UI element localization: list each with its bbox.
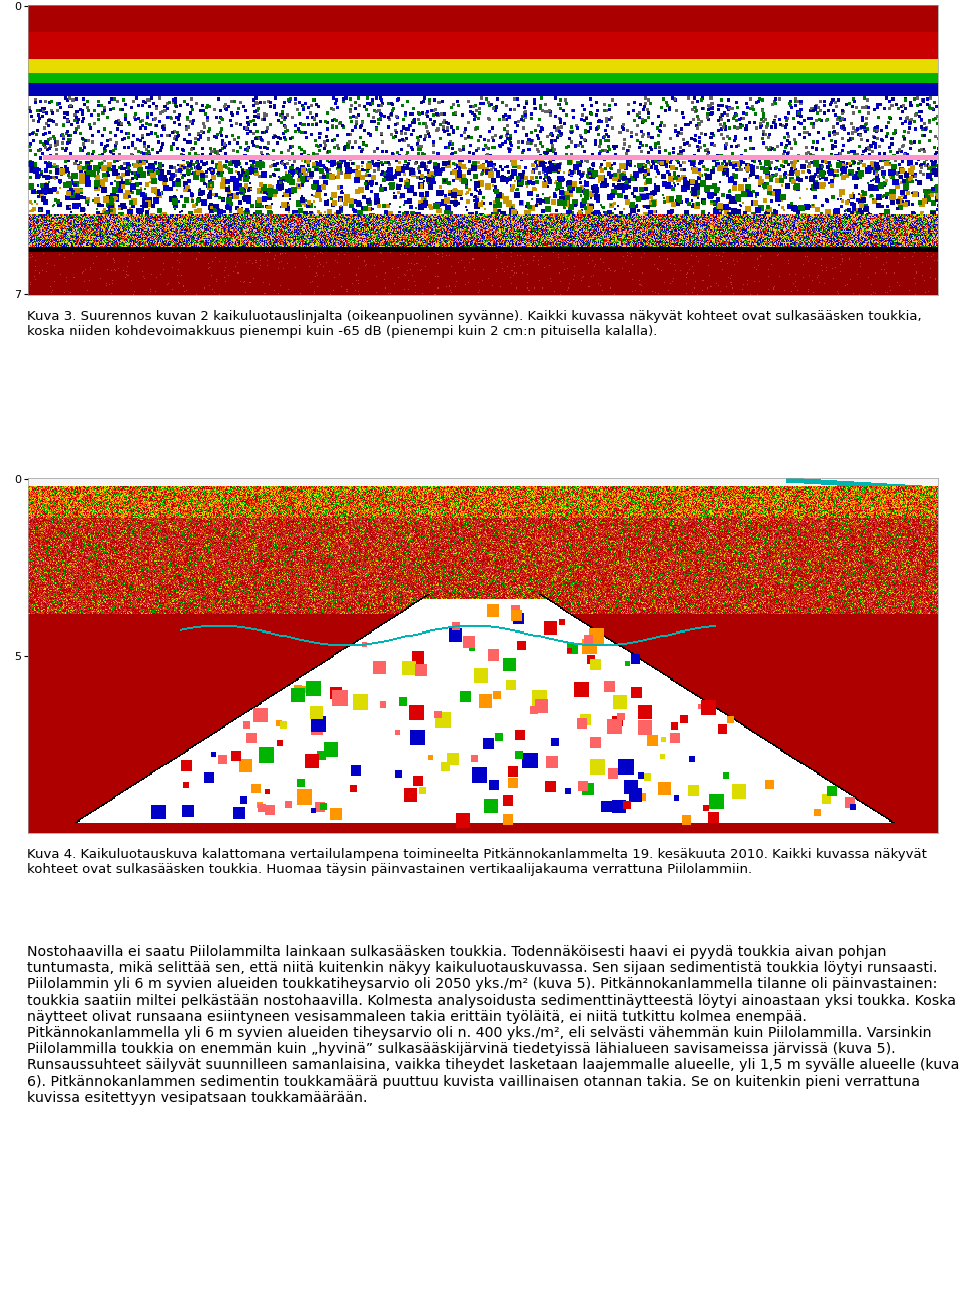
Text: Kuva 4. Kaikuluotauskuva kalattomana vertailulampena toimineelta Pitkännokanlamm: Kuva 4. Kaikuluotauskuva kalattomana ver… [27,848,926,876]
Text: Kuva 3. Suurennos kuvan 2 kaikuluotauslinjalta (oikeanpuolinen syvänne). Kaikki : Kuva 3. Suurennos kuvan 2 kaikuluotausli… [27,311,922,338]
Text: Nostohaavilla ei saatu Piilolammilta lainkaan sulkasääsken toukkia. Todennäköise: Nostohaavilla ei saatu Piilolammilta lai… [27,945,959,1105]
